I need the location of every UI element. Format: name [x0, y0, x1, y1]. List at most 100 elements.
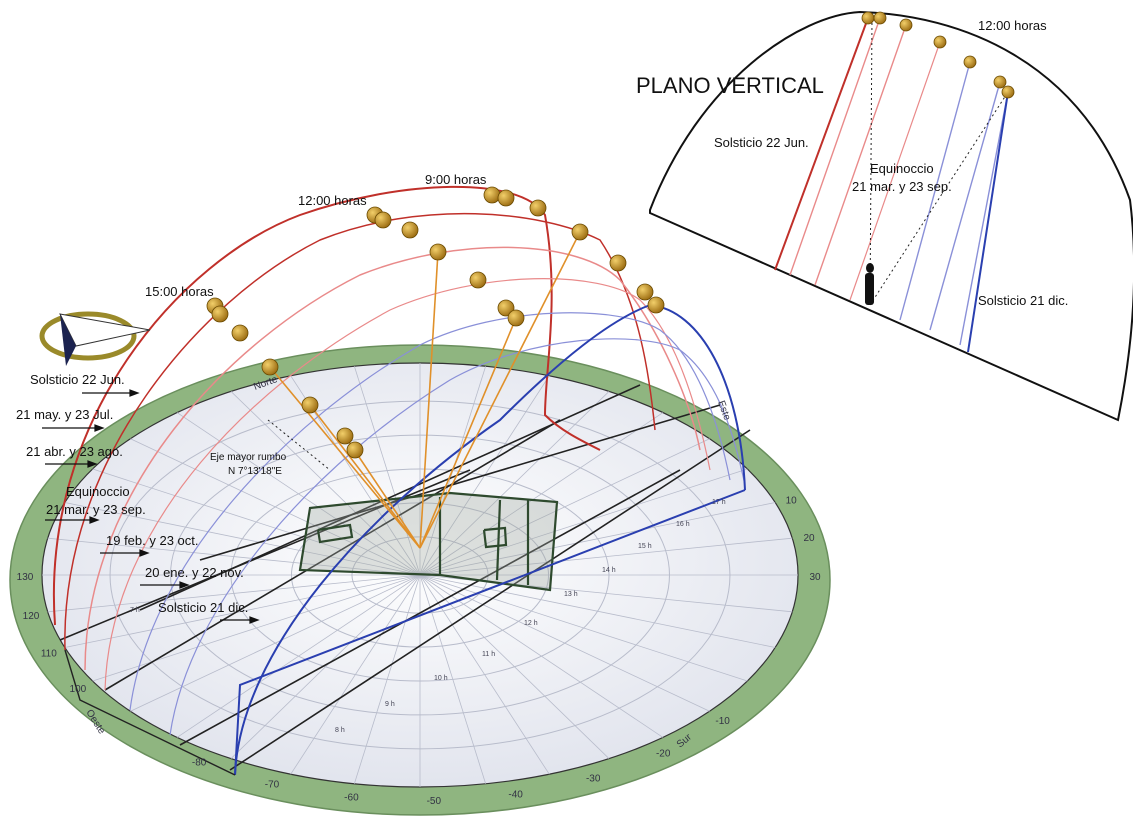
- sun-sphere: [636, 283, 654, 301]
- grid-radial: [353, 574, 421, 784]
- sun-path-curve: [52, 185, 601, 626]
- azimuth-tick-label: 120: [23, 611, 40, 622]
- grid-radial: [230, 574, 421, 759]
- sun-path-curve: [104, 278, 711, 691]
- sun-ray: [419, 317, 517, 549]
- azimuth-tick-label: 30: [809, 572, 821, 583]
- azimuth-tick-label: 100: [70, 684, 87, 695]
- inset-sun-line: [899, 61, 971, 321]
- sun-sphere: [497, 299, 515, 317]
- inset-sun-sphere: [861, 11, 875, 25]
- grid-radial: [419, 391, 610, 576]
- inset-sun-line: [789, 17, 881, 276]
- azimuth-tick-label: 10: [786, 495, 798, 506]
- grid-radial: [290, 574, 421, 775]
- azimuth-tick-label: -20: [656, 749, 671, 760]
- sun-ray: [419, 251, 439, 549]
- sun-path-curve: [234, 303, 746, 776]
- azimuth-tick-label: 130: [17, 572, 34, 583]
- inset-sun-line: [849, 41, 941, 301]
- azimuth-tick-label: 20: [803, 533, 815, 544]
- grid-radial: [419, 574, 487, 784]
- inset-sun-sphere: [1001, 85, 1015, 99]
- inset-title: PLANO VERTICAL: [636, 73, 824, 98]
- person-silhouette-icon: [865, 263, 874, 305]
- sun-rays: [269, 231, 581, 549]
- label-9h: 9:00 horas: [425, 172, 487, 187]
- label-may-jul: 21 may. y 23 Jul.: [16, 407, 113, 422]
- sun-ray: [309, 404, 421, 549]
- hour-tick-label: 15 h: [638, 543, 652, 550]
- azimuth-tick-label: -30: [586, 773, 601, 784]
- hour-line: [229, 429, 751, 771]
- sun-sphere: [497, 189, 515, 207]
- inset-equinox: Equinoccio: [870, 161, 934, 176]
- inset-solstice-jun: Solsticio 22 Jun.: [714, 135, 809, 150]
- sun-sphere: [647, 296, 665, 314]
- inset-sun-line: [959, 91, 1009, 346]
- hour-tick-label: 14 h: [602, 567, 616, 574]
- azimuth-tick-label: -40: [508, 789, 523, 800]
- sun-sphere: [231, 324, 249, 342]
- label-solstice-dec: Solsticio 21 dic.: [158, 600, 248, 615]
- hour-tick-label: 16 h: [676, 521, 690, 528]
- sun-path-curve: [169, 338, 746, 736]
- grid-radial: [419, 537, 793, 576]
- inset-dashed-ray: [869, 91, 1009, 306]
- sun-path-curve: [129, 312, 731, 711]
- inset-sun-lines: [774, 11, 1015, 353]
- grid-radial: [230, 391, 421, 576]
- azimuth-tick-label: -60: [344, 793, 359, 804]
- inset-mar-sep: 21 mar. y 23 sep.: [852, 179, 952, 194]
- hour-tick-label: 7 h: [130, 607, 140, 614]
- inset-solstice-dec: Solsticio 21 dic.: [978, 293, 1068, 308]
- inset-sun-sphere: [993, 75, 1007, 89]
- sun-sphere: [336, 427, 354, 445]
- inset-hour: 12:00 horas: [978, 18, 1047, 33]
- grid-radial: [92, 468, 421, 576]
- inset-sun-sphere: [899, 18, 913, 32]
- grid-radial: [130, 438, 421, 576]
- sun-path-curve: [64, 649, 236, 776]
- inset-sun-line: [774, 17, 869, 271]
- sun-sphere: [483, 186, 501, 204]
- grid-radial: [130, 574, 421, 712]
- azimuth-tick-label: -50: [427, 796, 442, 807]
- grid-radial: [419, 412, 664, 576]
- sun-path-curve: [234, 489, 746, 776]
- axis-bearing: N 7°13'18"E: [228, 466, 282, 477]
- sun-sphere: [261, 358, 279, 376]
- azimuth-tick-label: -80: [192, 758, 207, 769]
- date-arrows: [42, 389, 260, 624]
- label-apr-aug: 21 abr. y 23 ago.: [26, 444, 123, 459]
- grid-radial: [176, 574, 421, 738]
- sun-sphere: [429, 243, 447, 261]
- sun-positions: [206, 186, 665, 459]
- azimuth-tick-label: 110: [41, 649, 57, 660]
- grid-radial: [419, 574, 610, 759]
- hour-tick-label: 9 h: [385, 701, 395, 708]
- hour-line: [199, 404, 721, 561]
- grid-radial: [419, 574, 748, 682]
- sun-sphere: [401, 221, 419, 239]
- grid-radial: [353, 366, 421, 576]
- grid-radial: [176, 412, 421, 576]
- grid-radial: [419, 574, 776, 648]
- grid-radial: [419, 502, 776, 576]
- inset-sun-sphere: [933, 35, 947, 49]
- inset-sun-sphere: [873, 11, 887, 25]
- sun-sphere: [507, 309, 525, 327]
- label-solstice-jun: Solsticio 22 Jun.: [30, 372, 125, 387]
- hour-tick-label: 13 h: [564, 591, 578, 598]
- grid-radial: [64, 502, 421, 576]
- compass-rose-icon: [39, 311, 151, 366]
- azimuth-tick-label: -10: [715, 716, 730, 727]
- hour-line: [179, 469, 681, 746]
- sun-sphere: [346, 441, 364, 459]
- azimuth-ticks: 10 20 30 -10 -20 -30 -40 -50 -60 -70 -80 100 110 120 1…: [17, 495, 821, 807]
- sun-ray: [269, 366, 421, 549]
- label-15h: 15:00 horas: [145, 284, 214, 299]
- hour-tick-label: 11 h: [482, 651, 495, 658]
- hour-tick-label: 17 h: [712, 499, 726, 506]
- hour-line: [104, 419, 561, 691]
